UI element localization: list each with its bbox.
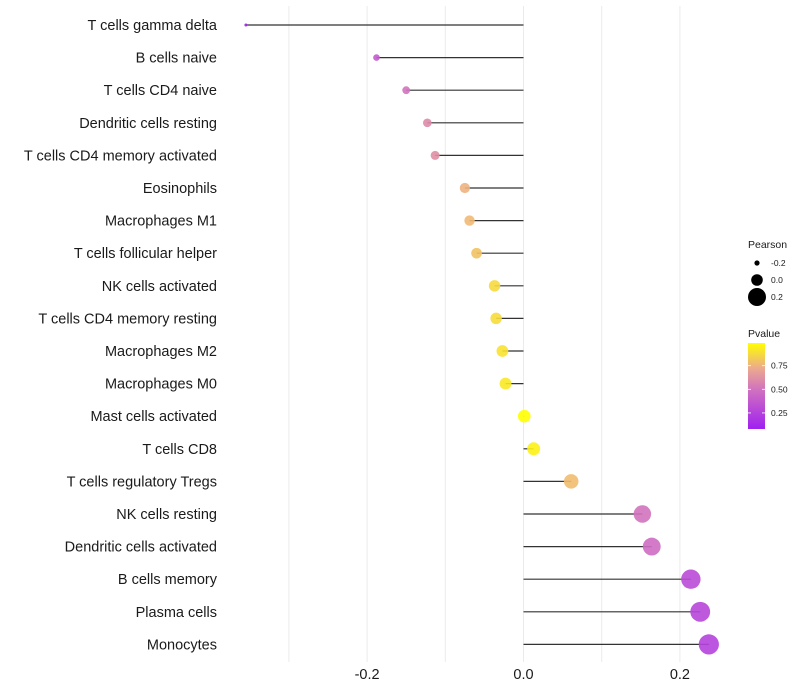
size-legend-dot: [751, 274, 763, 286]
data-point: [698, 634, 719, 655]
y-axis-label: T cells CD4 naive: [104, 83, 217, 99]
gridlines: [288, 6, 681, 662]
y-axis-label: B cells memory: [118, 572, 218, 588]
size-legend: Pearson -0.2 0.0 0.2: [748, 239, 787, 306]
size-legend-title: Pearson: [748, 239, 787, 251]
points: [244, 23, 719, 655]
y-axis-label: Macrophages M0: [105, 377, 217, 393]
data-point: [642, 537, 661, 556]
y-axis-label: B cells naive: [136, 51, 217, 67]
y-axis-label: Dendritic cells activated: [65, 540, 217, 556]
y-axis-label: T cells follicular helper: [74, 246, 217, 262]
data-point: [633, 505, 652, 523]
y-axis-label: Mast cells activated: [90, 409, 217, 425]
y-axis-label: T cells CD8: [142, 442, 217, 458]
data-point: [690, 601, 711, 622]
size-legend-label: 0.2: [771, 292, 783, 302]
x-tick-label: -0.2: [355, 667, 380, 683]
color-legend-label: 0.50: [771, 384, 788, 394]
stems: [245, 24, 709, 646]
color-legend-title: Pvalue: [748, 328, 780, 340]
y-axis-label: T cells CD4 memory activated: [24, 148, 217, 164]
y-axis-label: Macrophages M2: [105, 344, 217, 360]
x-tick-label: 0.0: [513, 667, 533, 683]
data-point: [488, 280, 501, 292]
size-legend-dot: [754, 260, 760, 266]
data-point: [490, 312, 502, 325]
size-legend-dot: [748, 288, 766, 306]
color-legend-label: 0.25: [771, 408, 788, 418]
data-point: [681, 569, 701, 589]
color-bar: [748, 343, 765, 429]
color-legend: Pvalue 0.25 0.50 0.75: [748, 328, 788, 429]
data-point: [499, 377, 512, 390]
data-point: [464, 215, 475, 226]
data-point: [517, 409, 531, 423]
y-axis-label: Plasma cells: [136, 605, 217, 621]
data-point: [496, 345, 509, 357]
data-point: [527, 442, 541, 456]
y-axis-label: Eosinophils: [143, 181, 217, 197]
x-axis-ticks: -0.2 0.0 0.2: [355, 667, 690, 683]
size-legend-label: -0.2: [771, 258, 786, 268]
size-legend-label: 0.0: [771, 275, 783, 285]
color-legend-label: 0.75: [771, 361, 788, 371]
y-axis-label: NK cells activated: [102, 279, 217, 295]
data-point: [563, 474, 579, 489]
y-axis-label: NK cells resting: [116, 507, 217, 523]
y-axis-label: T cells regulatory Tregs: [67, 474, 217, 490]
data-point: [244, 23, 248, 27]
y-axis-label: Monocytes: [147, 637, 217, 653]
y-axis-label: Macrophages M1: [105, 214, 217, 230]
data-point: [422, 118, 432, 128]
y-axis-labels: T cells gamma delta B cells naive T cells …: [24, 18, 218, 653]
x-tick-label: 0.2: [670, 667, 690, 683]
data-point: [430, 150, 440, 160]
data-point: [459, 182, 470, 194]
y-axis-label: T cells CD4 memory resting: [38, 311, 217, 327]
data-point: [471, 247, 482, 259]
y-axis-label: Dendritic cells resting: [79, 116, 217, 132]
data-point: [373, 54, 380, 61]
y-axis-label: T cells gamma delta: [88, 18, 218, 34]
data-point: [402, 86, 411, 95]
